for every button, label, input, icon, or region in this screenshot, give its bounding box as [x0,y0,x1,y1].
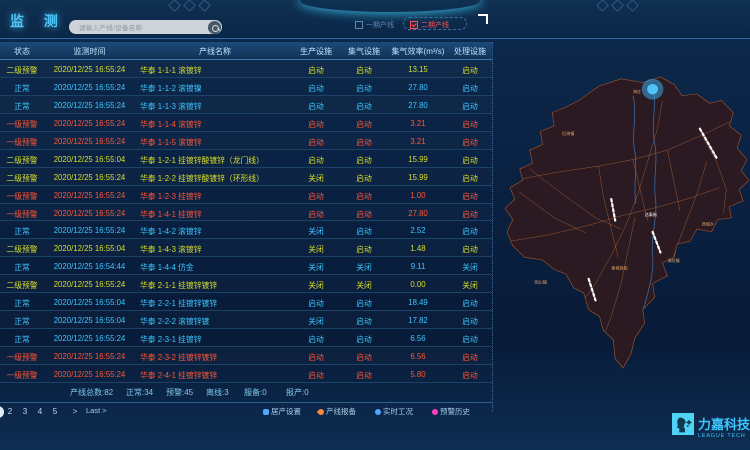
svg-text:泰城商街: 泰城商街 [611,265,627,271]
svg-text:海庄: 海庄 [633,88,641,94]
svg-text:LEAGUE TECH: LEAGUE TECH [698,433,746,439]
svg-text:力嘉科技: 力嘉科技 [698,417,750,432]
svg-text:西城乡: 西城乡 [702,220,714,226]
svg-text:达泰街: 达泰街 [645,211,657,217]
svg-text:海防镇: 海防镇 [667,257,679,263]
svg-text:后海镇: 后海镇 [562,130,574,136]
svg-text:园山镇: 园山镇 [535,279,547,285]
